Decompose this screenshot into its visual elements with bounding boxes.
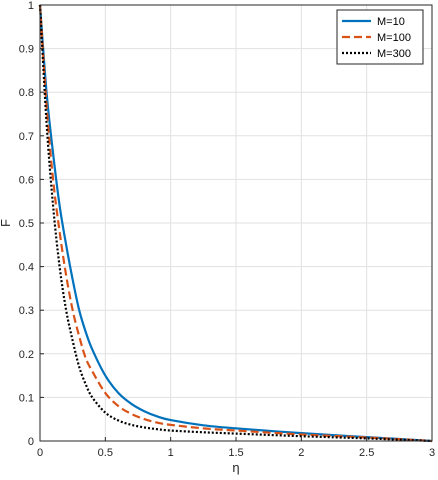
legend: M=10 M=100 M=300 — [336, 9, 424, 65]
y-tick-label: 0.5 — [19, 218, 34, 230]
y-tick-label: 0.7 — [19, 131, 34, 143]
series-group — [38, 4, 433, 443]
y-tick-label: 0.4 — [19, 262, 34, 274]
y-tick-label: 0.8 — [19, 87, 34, 99]
x-tick-label: 0.5 — [98, 447, 113, 459]
legend-box — [336, 9, 424, 65]
y-tick-label: 1 — [28, 0, 34, 12]
legend-label: M=300 — [377, 48, 411, 60]
y-tick-label: 0.1 — [19, 392, 34, 404]
legend-label: M=10 — [377, 16, 405, 28]
y-tick-label: 0.9 — [19, 44, 34, 56]
legend-label: M=100 — [377, 32, 411, 44]
y-axis-label: F — [0, 219, 13, 227]
x-tick-label: 0 — [37, 447, 43, 459]
y-tick-label: 0.6 — [19, 174, 34, 186]
y-tick-label: 0.3 — [19, 305, 34, 317]
series-line-m-10 — [38, 4, 433, 443]
x-tick-label: 1 — [168, 447, 174, 459]
x-tick-label: 1.5 — [228, 447, 243, 459]
x-tick-label: 2 — [298, 447, 304, 459]
x-tick-label: 2.5 — [359, 447, 374, 459]
y-tick-label: 0.2 — [19, 349, 34, 361]
x-axis-label: η — [232, 460, 239, 475]
y-tick-label: 0 — [28, 436, 34, 448]
series-line-m-300 — [38, 4, 433, 443]
x-tick-label: 3 — [429, 447, 435, 459]
ticks: 0 0.5 1 1.5 2 2.5 3 0 0.1 0.2 0.3 0.4 0.5 0.6 0.7 0.8 0.… — [19, 0, 435, 459]
